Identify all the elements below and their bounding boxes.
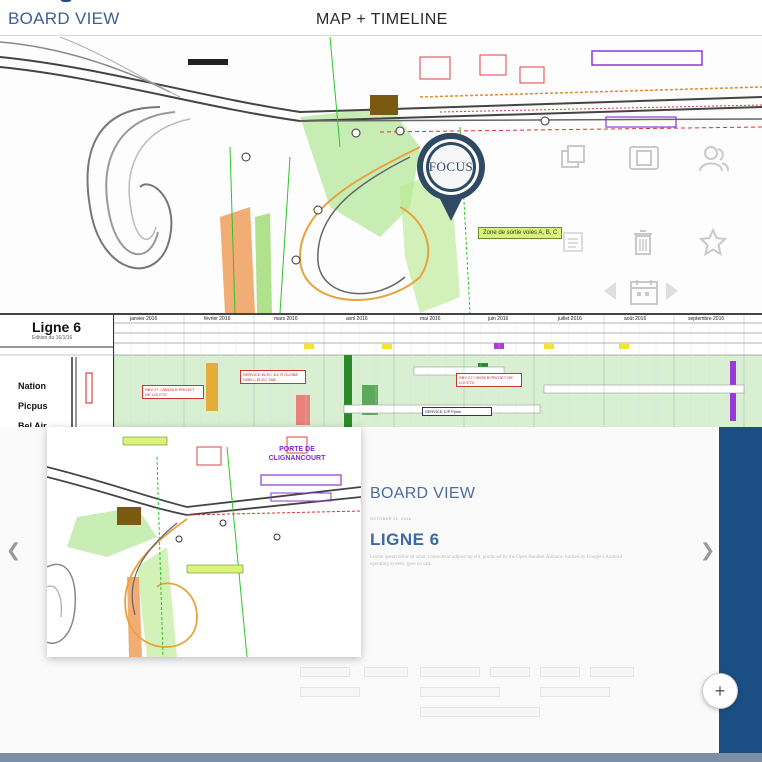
board-map-preview[interactable]: PORTE DE CLIGNANCOURT: [47, 427, 361, 657]
chevron-left-icon[interactable]: [600, 279, 636, 313]
brand-mark: [60, 0, 72, 2]
station-bel-air: Bel Air: [18, 421, 47, 427]
faint-row: [420, 707, 540, 717]
bottom-bar: [0, 753, 762, 762]
line-subtitle: Edition du 16/1/16: [32, 335, 73, 341]
film-icon[interactable]: [628, 143, 664, 177]
month-label: avril 2016: [346, 316, 368, 322]
faint-row: [490, 667, 530, 677]
timeline-note[interactable]: SBV 27 / 28NTA B PROJET DE LOI ETC: [142, 385, 204, 399]
month-label: février 2016: [204, 316, 231, 322]
plus-icon: +: [714, 680, 726, 701]
prev-arrow-icon[interactable]: ❮: [6, 540, 22, 560]
line-diagram: [0, 346, 114, 427]
board-date: OCTOBER 21, 2016: [370, 516, 412, 521]
add-button[interactable]: +: [702, 673, 738, 709]
faint-row: [540, 667, 580, 677]
line-title: Ligne 6: [32, 319, 82, 335]
preview-station-title: PORTE DE CLIGNANCOURT: [268, 446, 326, 462]
track-map[interactable]: FOCUS Zone de sortie voies A, B, C: [0, 37, 762, 313]
timeline-note[interactable]: SBV 27 / 4NTA B PROJET DE LOI ETC: [456, 373, 522, 387]
month-label: juin 2016: [488, 316, 509, 322]
board-description: Lorem ipsum dolor sit amet, consectetur …: [370, 555, 622, 567]
faint-row: [364, 667, 408, 677]
month-label: août 2016: [624, 316, 647, 322]
users-icon[interactable]: [698, 143, 734, 177]
timeline-grid[interactable]: janvier 2016 février 2016 mars 2016 avri…: [114, 315, 762, 427]
calendar-icon[interactable]: [628, 277, 664, 311]
month-label: juillet 2016: [558, 316, 582, 322]
faint-row: [300, 687, 360, 697]
trash-icon[interactable]: [628, 227, 664, 261]
faint-row: [300, 667, 350, 677]
preview-map-drawing: [47, 436, 361, 657]
mode-title: MAP + TIMELINE: [316, 11, 448, 28]
chevron-right-icon[interactable]: [662, 279, 698, 313]
next-arrow-icon[interactable]: ❯: [700, 540, 716, 560]
timeline[interactable]: Ligne 6 Edition du 16/1/16 Nation Picpus…: [0, 313, 762, 427]
focus-marker[interactable]: FOCUS: [414, 133, 488, 223]
timeline-note[interactable]: SERVICE C/P Pylon: [422, 407, 492, 416]
month-label: mai 2016: [420, 316, 441, 322]
timeline-note[interactable]: SERVICE ELEC 3/4 IT GLOBE SHELL ELEC TAB: [240, 370, 306, 384]
map-pin-icon: [417, 133, 485, 221]
focus-label: FOCUS: [428, 159, 474, 174]
faint-row: [540, 687, 610, 697]
station-nation: Nation: [18, 381, 46, 391]
zone-label: Zone de sortie voies A, B, C: [478, 227, 563, 239]
month-label: janvier 2016: [130, 316, 158, 322]
track-map-drawing: [0, 37, 762, 313]
station-picpus: Picpus: [18, 401, 48, 411]
copy-icon[interactable]: [558, 143, 594, 177]
board-line-title: LIGNE 6: [370, 530, 440, 549]
month-label: septembre 2016: [688, 316, 725, 322]
timeline-grid-drawing: [114, 315, 762, 427]
brand-title: BOARD VIEW: [8, 9, 120, 28]
faint-row: [420, 667, 480, 677]
faint-row: [590, 667, 634, 677]
timeline-legend: Ligne 6 Edition du 16/1/16 Nation Picpus…: [0, 315, 114, 427]
layers-icon[interactable]: [558, 227, 594, 261]
board-view-heading: BOARD VIEW: [370, 485, 476, 502]
top-bar: BOARD VIEW MAP + TIMELINE: [0, 0, 762, 36]
faint-row: [420, 687, 500, 697]
month-label: mars 2016: [274, 316, 298, 322]
star-icon[interactable]: [698, 227, 734, 261]
